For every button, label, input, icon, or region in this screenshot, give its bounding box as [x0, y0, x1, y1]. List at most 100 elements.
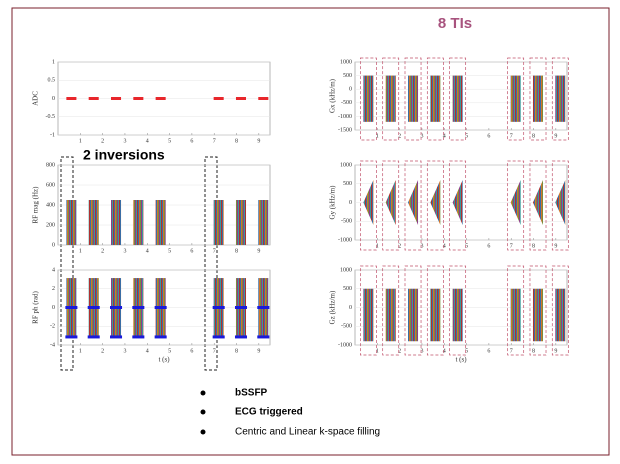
x-tick-label: 8	[532, 243, 535, 249]
phase-level	[154, 306, 167, 309]
pulse-block	[133, 200, 144, 245]
slide-title: 8 TIs	[438, 15, 472, 32]
x-tick-label: 2	[101, 248, 104, 254]
y-tick-label: 1	[52, 59, 55, 65]
x-tick-label: 4	[146, 138, 149, 144]
gradient-block	[408, 75, 419, 122]
y-axis-label: Gx (kHz/m)	[329, 78, 337, 113]
y-tick-label: -1000	[338, 342, 352, 348]
gradient-lobe	[408, 180, 419, 225]
bullet: ECG triggered	[235, 407, 303, 418]
x-tick-label: 3	[123, 248, 126, 254]
y-tick-label: 0	[52, 96, 55, 102]
y-tick-label: 4	[52, 267, 55, 273]
x-tick-label: 6	[487, 348, 490, 354]
ti-marker-box	[382, 160, 400, 251]
phase-level	[154, 335, 167, 339]
y-axis-label: RF ph (rad)	[32, 291, 40, 324]
ti-marker-box	[382, 57, 400, 141]
adc-event	[213, 97, 224, 100]
x-tick-label: 1	[79, 348, 82, 354]
ti-marker-box	[360, 57, 377, 141]
y-tick-label: 600	[46, 182, 55, 188]
ti-marker-box	[360, 160, 377, 251]
y-tick-label: -0.5	[46, 114, 56, 120]
ti-marker-box	[529, 160, 547, 251]
phase-level	[65, 335, 78, 339]
x-tick-label: 8	[532, 133, 535, 139]
pulse-block	[213, 200, 224, 245]
gradient-block	[363, 288, 374, 342]
gradient-lobe	[452, 180, 463, 225]
x-tick-label: 2	[398, 348, 401, 354]
x-tick-label: 6	[487, 133, 490, 139]
gradient-lobe	[363, 180, 374, 225]
adc-event	[235, 97, 247, 100]
x-tick-label: 4	[443, 133, 446, 139]
gradient-block	[555, 288, 566, 342]
x-tick-label: 5	[168, 138, 171, 144]
pulse-block	[88, 200, 99, 245]
gradient-block	[452, 288, 463, 342]
adc-event	[66, 97, 77, 100]
x-tick-label: 7	[213, 138, 216, 144]
ti-marker-box	[404, 57, 422, 141]
phase-level	[212, 306, 225, 309]
bullet-list: bSSFP ECG triggered Centric and Linear k…	[200, 388, 380, 438]
slide-border	[11, 7, 610, 456]
ti-marker-box	[551, 57, 569, 141]
x-tick-label: 2	[101, 138, 104, 144]
x-axis-label: t (s)	[158, 356, 170, 364]
x-tick-label: 7	[510, 133, 513, 139]
y-tick-label: 2	[52, 286, 55, 292]
phase-level	[257, 306, 270, 309]
y-tick-label: 400	[46, 202, 55, 208]
y-tick-label: -1000	[338, 114, 352, 120]
ti-marker-box	[404, 160, 422, 251]
y-tick-label: -1	[50, 132, 55, 138]
x-tick-label: 1	[376, 243, 379, 249]
ti-marker-box	[426, 265, 444, 356]
ti-marker-box	[404, 265, 422, 356]
gradient-block	[510, 75, 521, 122]
x-tick-label: 5	[168, 248, 171, 254]
annotation: 2 inversions	[83, 147, 165, 163]
phase-level	[110, 306, 123, 309]
y-tick-label: -1000	[338, 237, 352, 243]
phase-level	[87, 306, 100, 309]
phase-level	[132, 335, 145, 339]
x-tick-label: 9	[554, 243, 557, 249]
ti-marker-box	[507, 160, 525, 251]
x-tick-label: 4	[443, 348, 446, 354]
x-tick-label: 7	[510, 348, 513, 354]
y-tick-label: -500	[341, 219, 352, 225]
x-tick-label: 1	[79, 138, 82, 144]
y-tick-label: -1500	[338, 127, 352, 133]
phase-level	[132, 306, 145, 309]
phase-level	[65, 306, 78, 309]
adc-event	[88, 97, 99, 100]
x-tick-label: 2	[398, 133, 401, 139]
x-tick-label: 1	[376, 348, 379, 354]
x-tick-label: 3	[420, 348, 423, 354]
x-tick-label: 3	[420, 133, 423, 139]
ti-marker-box	[426, 160, 444, 251]
ti-marker-box	[551, 265, 569, 356]
x-axis-label: t (s)	[455, 356, 467, 364]
gradient-block	[430, 75, 441, 122]
ti-marker-box	[449, 57, 467, 141]
y-tick-label: 500	[343, 73, 352, 79]
adc-event	[155, 97, 166, 100]
x-tick-label: 9	[257, 138, 260, 144]
y-axis-label: ADC	[32, 91, 40, 106]
ti-marker-box	[529, 265, 547, 356]
gradient-block	[408, 288, 419, 342]
ti-marker-box	[382, 265, 400, 356]
x-tick-label: 6	[190, 248, 193, 254]
y-tick-label: 800	[46, 162, 55, 168]
phase-level	[234, 335, 248, 339]
x-tick-label: 5	[168, 348, 171, 354]
ti-marker-box	[449, 160, 467, 251]
x-tick-label: 3	[123, 138, 126, 144]
